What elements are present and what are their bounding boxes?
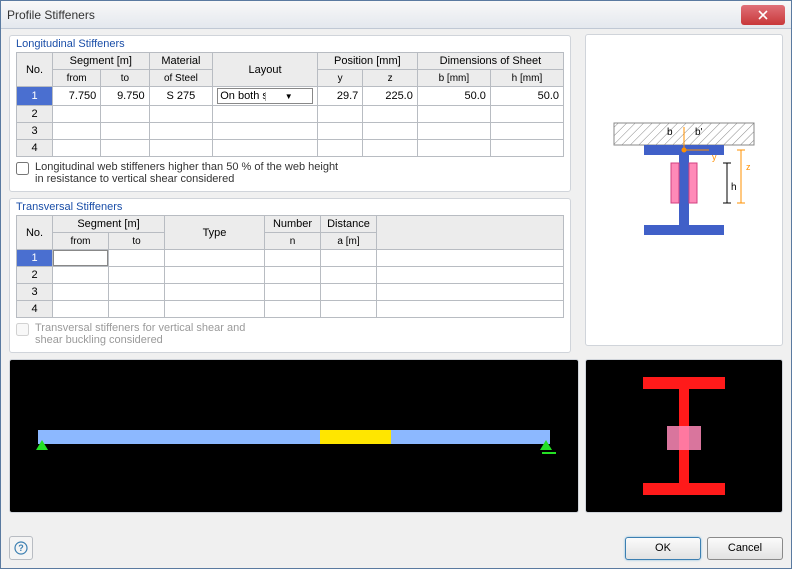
transversal-group: Transversal Stiffeners No. Segment [m] T… (9, 198, 571, 353)
longitudinal-note2: in resistance to vertical shear consider… (35, 173, 338, 185)
label-h: h (731, 182, 737, 193)
table-row[interactable]: 3 (17, 123, 564, 140)
col-number: Number (265, 216, 321, 233)
layout-dropdown[interactable]: On both si ▼ (217, 88, 313, 104)
help-icon: ? (14, 541, 28, 555)
col-to: to (109, 233, 165, 250)
table-row[interactable]: 4 (17, 140, 564, 157)
beam (38, 430, 550, 444)
support-roller-line (542, 452, 556, 454)
col-layout: Layout (213, 53, 318, 87)
col-segment: Segment [m] (53, 216, 165, 233)
col-z: z (363, 70, 418, 87)
dialog-window: Profile Stiffeners Longitudinal Stiffene… (0, 0, 792, 569)
label-b: b (667, 127, 673, 138)
transversal-title: Transversal Stiffeners (16, 201, 564, 213)
col-no: No. (17, 53, 53, 87)
cell-y[interactable]: 29.7 (317, 87, 362, 106)
diagram-panel: b b' y h z (585, 34, 783, 346)
beam-preview[interactable] (9, 359, 579, 513)
cancel-button[interactable]: Cancel (707, 537, 783, 560)
col-from: from (53, 233, 109, 250)
cell-h[interactable]: 50.0 (490, 87, 563, 106)
longitudinal-group: Longitudinal Stiffeners No. Segment [m] … (9, 35, 571, 192)
col-b: b [mm] (417, 70, 490, 87)
col-from: from (53, 70, 101, 87)
col-type: Type (165, 216, 265, 250)
preview-row (9, 359, 783, 513)
longitudinal-checkbox-row: Longitudinal web stiffeners higher than … (16, 161, 564, 185)
col-material: Material (149, 53, 213, 70)
section-preview[interactable] (585, 359, 783, 513)
support-right-icon (540, 440, 552, 450)
longitudinal-table[interactable]: No. Segment [m] Material Layout Position… (16, 52, 564, 157)
col-distance: Distance (321, 216, 377, 233)
transversal-note2: shear buckling considered (35, 334, 245, 346)
footer: ? OK Cancel (9, 536, 783, 560)
col-y: y (317, 70, 362, 87)
col-position: Position [mm] (317, 53, 417, 70)
col-of-steel: of Steel (149, 70, 213, 87)
ok-button[interactable]: OK (625, 537, 701, 560)
transversal-note1: Transversal stiffeners for vertical shea… (35, 322, 245, 334)
longitudinal-note1: Longitudinal web stiffeners higher than … (35, 161, 338, 173)
cell-layout[interactable]: On both si ▼ (213, 87, 318, 106)
label-b2: b' (695, 127, 703, 138)
label-y: y (712, 152, 717, 162)
close-icon (758, 10, 768, 20)
table-row[interactable]: 1 (17, 250, 564, 267)
col-dims: Dimensions of Sheet (417, 53, 563, 70)
cell-b[interactable]: 50.0 (417, 87, 490, 106)
support-left-icon (36, 440, 48, 450)
col-a: a [m] (321, 233, 377, 250)
longitudinal-checkbox[interactable] (16, 162, 29, 175)
table-row[interactable]: 2 (17, 267, 564, 284)
beam-highlight (320, 430, 392, 444)
chevron-down-icon: ▼ (265, 92, 312, 101)
col-no: No. (17, 216, 53, 250)
col-h: h [mm] (490, 70, 563, 87)
cell-from[interactable]: 7.750 (53, 87, 101, 106)
table-row[interactable]: 1 7.750 9.750 S 275 On both si ▼ 29.7 22… (17, 87, 564, 106)
col-n: n (265, 233, 321, 250)
titlebar: Profile Stiffeners (1, 1, 791, 29)
section-icon (629, 371, 739, 501)
help-button[interactable]: ? (9, 536, 33, 560)
section-diagram: b b' y h z (609, 115, 759, 265)
transversal-checkbox-row: Transversal stiffeners for vertical shea… (16, 322, 564, 346)
svg-text:?: ? (18, 543, 24, 553)
cell-z[interactable]: 225.0 (363, 87, 418, 106)
transversal-checkbox (16, 323, 29, 336)
cell-to[interactable]: 9.750 (101, 87, 149, 106)
table-row[interactable]: 4 (17, 301, 564, 318)
table-row[interactable]: 2 (17, 106, 564, 123)
transversal-table[interactable]: No. Segment [m] Type Number Distance fro… (16, 215, 564, 318)
close-button[interactable] (741, 5, 785, 25)
row-number[interactable]: 1 (17, 87, 53, 106)
longitudinal-title: Longitudinal Stiffeners (16, 38, 564, 50)
window-title: Profile Stiffeners (7, 8, 741, 22)
table-row[interactable]: 3 (17, 284, 564, 301)
layout-value: On both si (218, 90, 264, 102)
content-area: Longitudinal Stiffeners No. Segment [m] … (1, 29, 791, 519)
col-empty (377, 216, 564, 250)
col-to: to (101, 70, 149, 87)
label-z: z (746, 162, 751, 172)
col-segment: Segment [m] (53, 53, 150, 70)
cell-material[interactable]: S 275 (149, 87, 213, 106)
